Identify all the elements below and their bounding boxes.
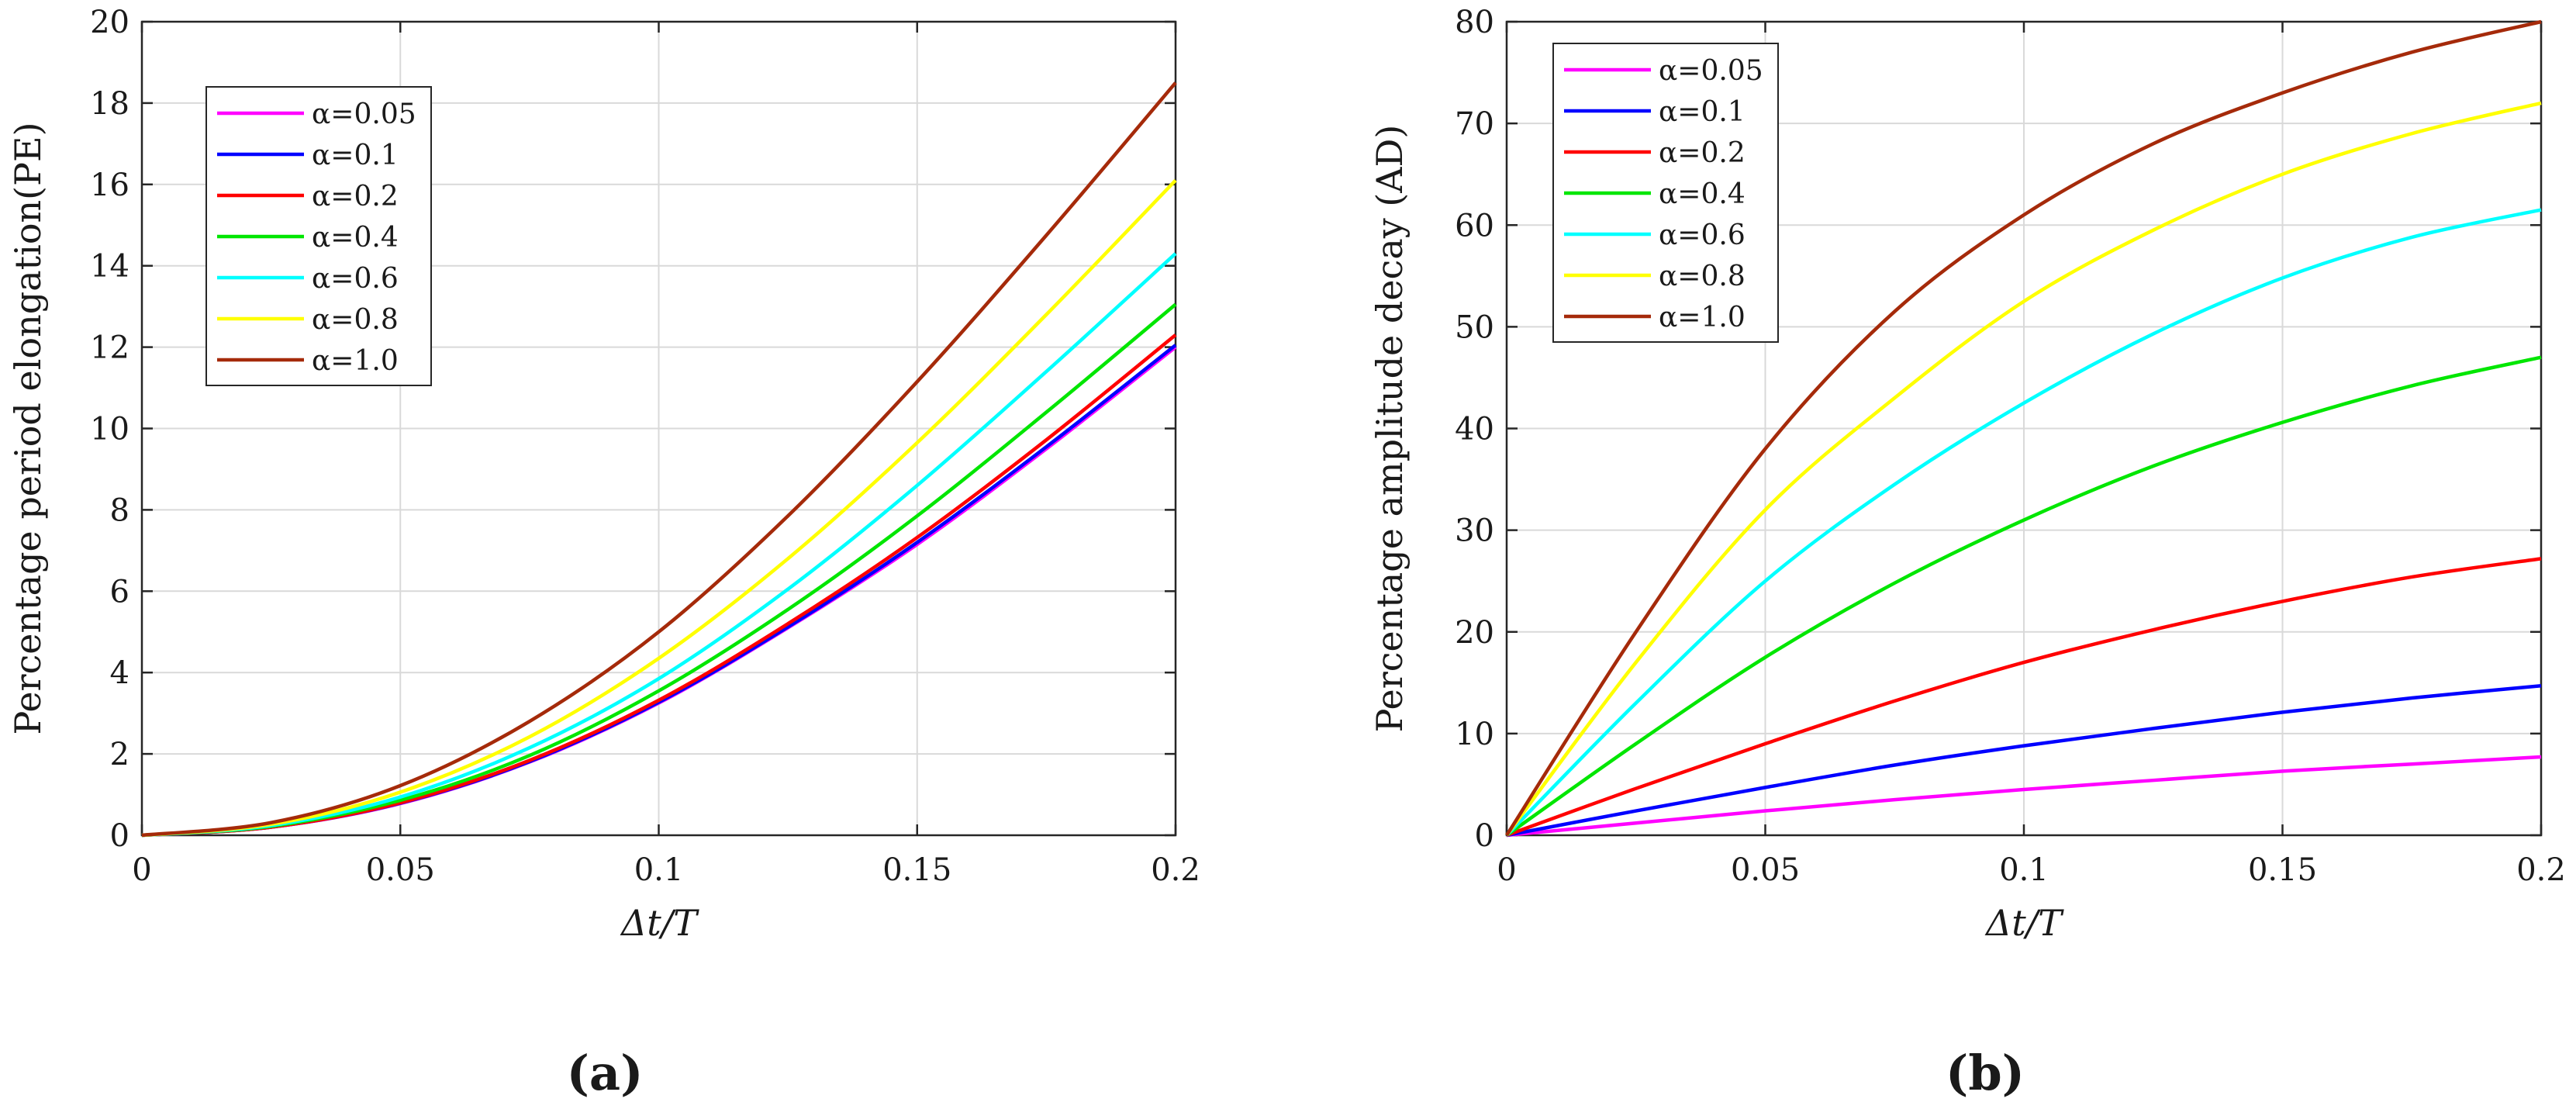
x-tick-label: 0.2 (1151, 852, 1200, 888)
legend-label: α=1.0 (1659, 302, 1746, 333)
series-line-1 (1506, 684, 2542, 838)
x-tick-label: 0 (132, 852, 151, 888)
y-tick-label: 10 (1455, 717, 1494, 752)
x-tick-label: 0 (1497, 852, 1516, 888)
y-tick-label: 10 (90, 412, 129, 447)
legend-label: α=0.8 (312, 304, 399, 336)
legend-label: α=0.4 (1659, 178, 1746, 210)
legend-label: α=0.1 (312, 140, 399, 171)
legend-label: α=0.8 (1659, 261, 1746, 292)
chart-panel-a: 0 0.05 0.1 0.15 0.2 0 2 4 6 8 10 12 14 16 18 20 α=0.05 α=… (7, 5, 1200, 1101)
chart-panel-b: 0 0.05 0.1 0.15 0.2 0 10 20 30 40 50 60 70 80 α=0.05 α=… (1369, 5, 2566, 1101)
y-tick-label: 50 (1455, 309, 1494, 345)
y-tick-label: 12 (90, 330, 129, 366)
y-tick-label: 16 (90, 168, 129, 203)
y-tick-label: 20 (1455, 615, 1494, 651)
y-tick-label: 20 (90, 5, 129, 40)
legend-label: α=1.0 (312, 345, 399, 377)
y-tick-label: 18 (90, 86, 129, 122)
panel-label: (b) (1946, 1045, 2025, 1101)
x-tick-label: 0.15 (882, 852, 951, 888)
series-line-5 (1505, 101, 2542, 837)
y-tick-label: 70 (1455, 106, 1494, 142)
y-tick-label: 30 (1455, 513, 1494, 549)
series-line-6 (141, 81, 1177, 838)
y-tick-label: 80 (1455, 5, 1494, 40)
series-line-2 (1506, 557, 2542, 838)
x-tick-label: 0.05 (1731, 852, 1800, 888)
y-tick-label: 0 (110, 818, 129, 854)
series-line-6 (1505, 19, 2542, 837)
legend-label: α=0.6 (1659, 219, 1746, 251)
y-axis-label: Percentage amplitude decay (AD) (1369, 125, 1411, 733)
y-tick-label: 0 (1475, 818, 1494, 854)
x-axis-label: Δt/T (1984, 902, 2064, 944)
y-axis-label: Percentage period elongation(PE) (7, 122, 49, 734)
x-axis-label: Δt/T (620, 902, 699, 944)
y-tick-label: 40 (1455, 412, 1494, 447)
x-tick-label: 0.1 (1999, 852, 2049, 888)
series-line-4 (141, 252, 1177, 838)
y-tick-label: 8 (110, 492, 129, 528)
y-tick-label: 14 (90, 249, 129, 285)
legend-label: α=0.1 (1659, 96, 1746, 128)
y-tick-label: 6 (110, 574, 129, 610)
x-tick-label: 0.05 (366, 852, 435, 888)
legend-label: α=0.6 (312, 263, 399, 295)
series-line-0 (1506, 755, 2542, 838)
series-line-5 (141, 178, 1177, 838)
legend-label: α=0.05 (1659, 55, 1763, 87)
series-line-4 (1505, 208, 2542, 837)
panel-label: (a) (567, 1045, 644, 1101)
legend-label: α=0.4 (312, 222, 399, 254)
x-tick-label: 0.1 (634, 852, 684, 888)
series-line-3 (1505, 355, 2542, 837)
legend-label: α=0.2 (1659, 137, 1746, 169)
x-tick-label: 0.15 (2248, 852, 2317, 888)
legend-label: α=0.05 (312, 98, 416, 130)
y-tick-label: 2 (110, 737, 129, 772)
y-tick-label: 4 (110, 655, 129, 691)
x-tick-label: 0.2 (2516, 852, 2566, 888)
y-tick-label: 60 (1455, 208, 1494, 244)
legend-label: α=0.2 (312, 181, 399, 212)
